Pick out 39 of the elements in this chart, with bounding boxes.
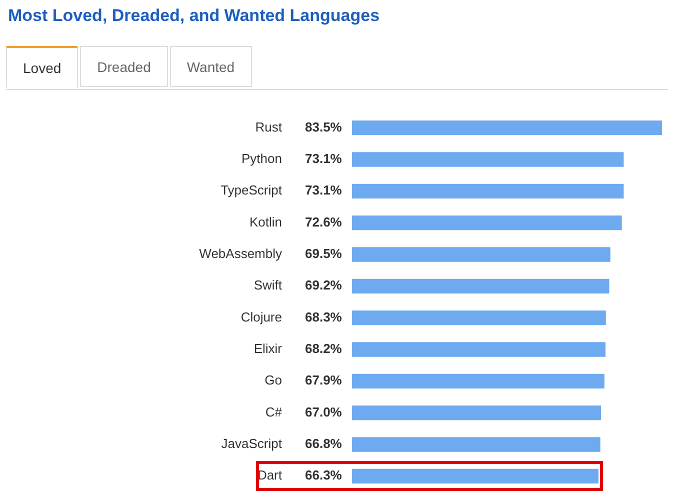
data-label: 67.0% [305,404,342,420]
data-label: 69.2% [305,278,342,293]
bar [352,120,662,136]
text: Wanted [170,46,252,87]
data-label: 68.3% [305,309,342,324]
bar [352,406,602,420]
bar [352,216,622,230]
y-tick-label: Kotlin [249,214,282,230]
data-label: 73.1% [305,151,342,166]
data-label: 68.2% [305,341,342,356]
y-tick-label: Elixir [254,341,283,356]
data-label: 66.3% [305,468,342,483]
data-label: 67.9% [305,372,342,388]
bar [352,247,610,262]
y-tick-label: Rust [255,119,282,134]
bar [352,374,604,388]
y-tick-label: WebAssembly [199,246,282,262]
data-label: 83.5% [305,119,342,134]
y-tick-label: Swift [254,278,282,293]
bar [352,278,610,294]
y-tick-label: C# [265,404,283,420]
text: Loved [6,46,78,88]
bar [352,152,624,167]
data-label: 69.5% [305,246,342,262]
y-tick-label: TypeScript [220,182,282,198]
y-tick-label: Python [242,151,282,166]
bar [352,184,624,198]
bar [352,310,606,326]
text: Dreaded [80,46,168,87]
text: Most Loved, Dreaded, and Wanted Languages [8,6,380,26]
bar [352,468,598,484]
data-label: 73.1% [305,182,342,198]
y-tick-label: Clojure [240,309,282,324]
bar [352,437,600,452]
y-tick-label: JavaScript [221,436,282,452]
data-label: 66.8% [305,436,342,452]
y-tick-label: Go [264,372,282,388]
bar [352,342,606,357]
data-label: 72.6% [305,214,342,230]
